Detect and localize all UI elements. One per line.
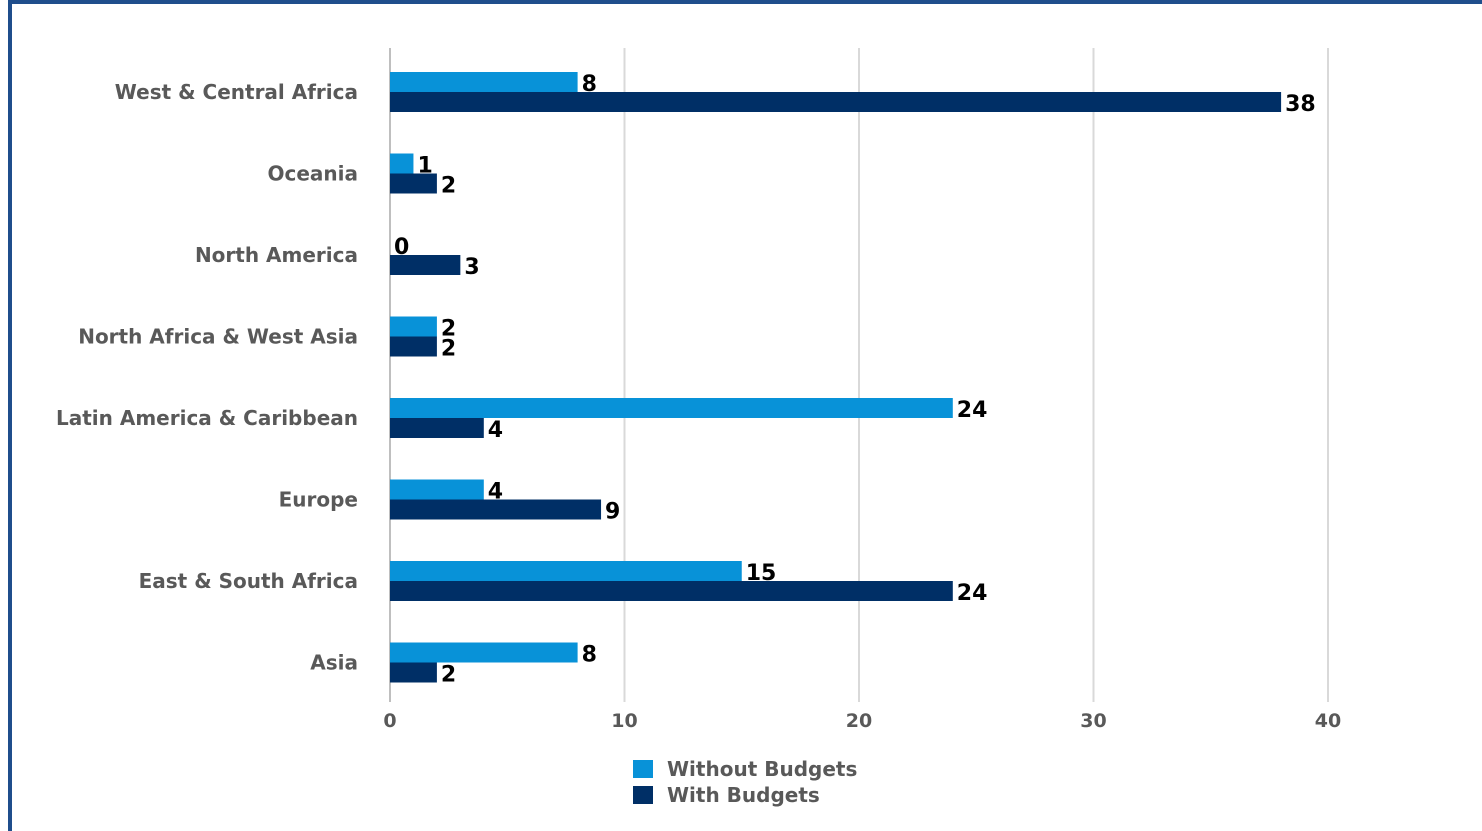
bar-with-budgets [390, 499, 602, 520]
bar-with-budgets [390, 173, 437, 194]
data-label: 38 [1285, 92, 1316, 117]
bar-with-budgets [390, 662, 437, 683]
category-label: Europe [279, 488, 358, 512]
bar-with-budgets [390, 581, 953, 601]
bar-with-budgets [390, 418, 484, 438]
bar-without-budgets [390, 561, 742, 581]
bar-with-budgets [390, 336, 437, 357]
frame-border-top [8, 0, 1482, 4]
bar-without-budgets [390, 398, 953, 418]
x-tick-label: 0 [383, 710, 396, 732]
data-label: 2 [441, 337, 456, 362]
data-label: 2 [441, 663, 456, 688]
bar-without-budgets [390, 642, 578, 663]
legend-label: Without Budgets [667, 757, 857, 781]
x-tick-label: 20 [846, 710, 872, 732]
data-label: 4 [488, 418, 503, 443]
data-label: 24 [957, 581, 988, 606]
data-label: 3 [464, 255, 479, 280]
data-label: 2 [441, 317, 456, 342]
gridlines [389, 48, 1329, 702]
x-tick-label: 30 [1080, 710, 1106, 732]
bar-with-budgets [390, 92, 1282, 112]
data-label: 24 [957, 398, 988, 423]
data-label: 1 [417, 154, 432, 179]
data-label: 2 [441, 174, 456, 199]
category-label: West & Central Africa [115, 80, 358, 104]
category-label: North America [195, 243, 358, 267]
legend-label: With Budgets [667, 783, 820, 807]
data-label: 8 [582, 643, 597, 668]
category-label: Asia [310, 651, 358, 675]
legend-swatch [633, 760, 653, 778]
category-label: Oceania [267, 162, 358, 186]
bar-with-budgets [390, 255, 461, 275]
x-axis-ticks: 0 10 20 30 40 [383, 710, 1341, 732]
data-label: 4 [488, 480, 503, 505]
bar-without-budgets [390, 479, 484, 500]
data-label: 0 [394, 235, 409, 260]
x-tick-label: 40 [1315, 710, 1341, 732]
category-labels: West & Central Africa Oceania North Americ… [56, 80, 358, 675]
bar-without-budgets [390, 153, 414, 174]
frame-border-left [8, 0, 12, 831]
data-label: 8 [582, 72, 597, 97]
x-tick-label: 10 [611, 710, 637, 732]
bar-without-budgets [390, 316, 437, 337]
data-label: 9 [605, 500, 620, 525]
legend-swatch [633, 786, 653, 804]
category-label: Latin America & Caribbean [56, 406, 358, 430]
category-label: North Africa & West Asia [78, 325, 358, 349]
bar-without-budgets [390, 72, 578, 92]
category-label: East & South Africa [139, 569, 358, 593]
